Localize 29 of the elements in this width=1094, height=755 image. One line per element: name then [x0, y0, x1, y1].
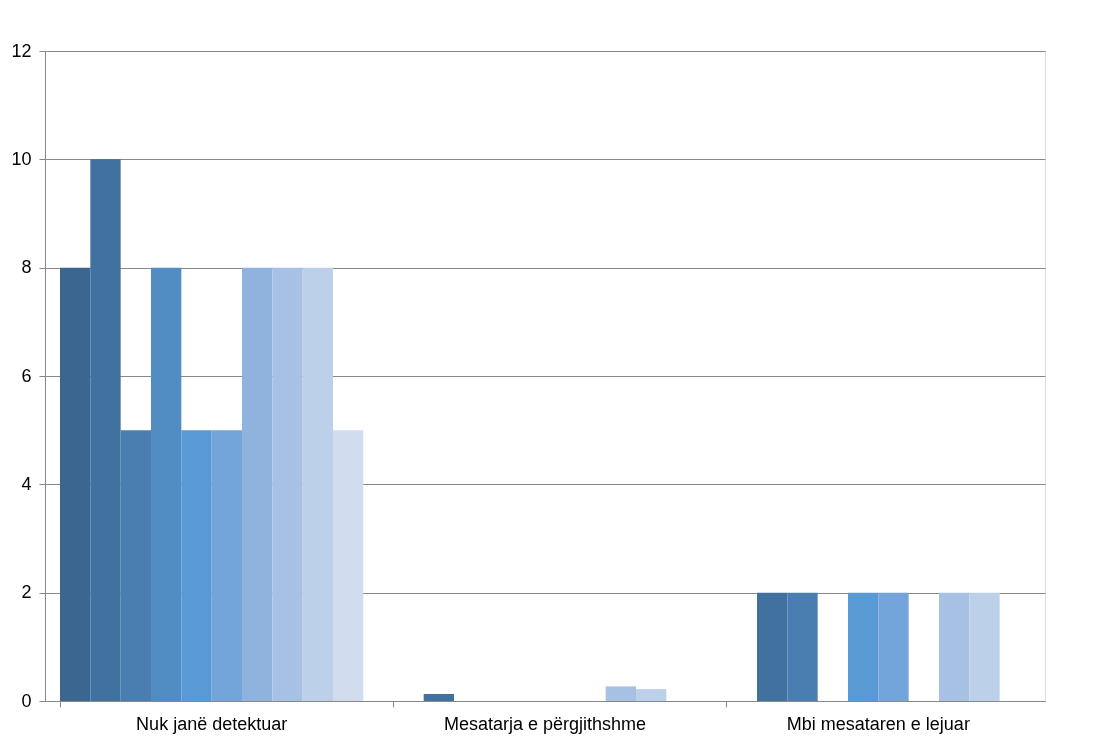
- bar: [272, 267, 303, 701]
- y-tick-label: 8: [21, 257, 32, 278]
- bar: [90, 159, 121, 701]
- bar: [757, 592, 788, 701]
- bar: [939, 592, 970, 701]
- y-tick-label: 6: [21, 365, 32, 386]
- bar: [181, 430, 212, 701]
- bar: [60, 267, 91, 701]
- bar: [302, 267, 333, 701]
- bar: [211, 430, 242, 701]
- bar: [151, 267, 182, 701]
- x-tick-label: Mbi mesataren e lejuar: [786, 713, 970, 734]
- x-tick-label: Nuk janë detektuar: [136, 713, 288, 734]
- y-tick-label: 2: [21, 582, 32, 603]
- bar: [333, 430, 364, 701]
- bar: [423, 693, 454, 701]
- y-tick-label: 4: [21, 473, 32, 494]
- bar: [969, 592, 1000, 701]
- x-tick-label: Mesatarja e përgjithshme: [443, 713, 647, 734]
- bar: [605, 686, 636, 701]
- bar: [878, 592, 909, 701]
- y-tick-label: 12: [11, 40, 32, 61]
- y-tick-label: 10: [11, 148, 32, 169]
- bar: [636, 689, 667, 701]
- bar: [120, 430, 151, 701]
- y-tick-label: 0: [21, 690, 32, 711]
- bar: [848, 592, 879, 701]
- bar: [787, 592, 818, 701]
- bar: [242, 267, 273, 701]
